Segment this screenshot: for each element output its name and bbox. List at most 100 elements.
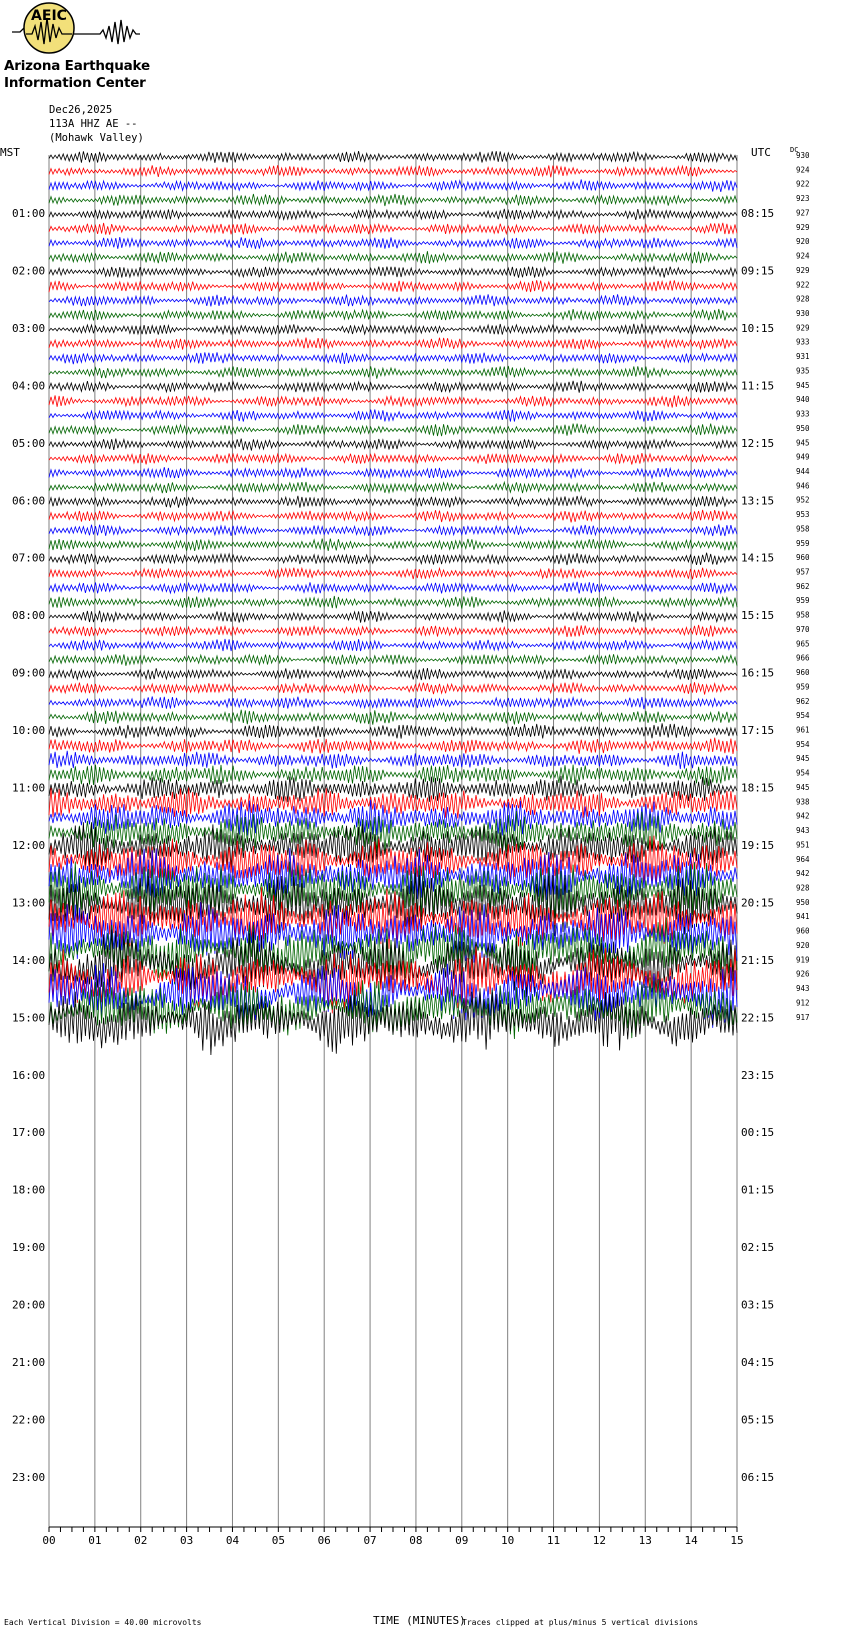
channel-id: 113A HHZ AE -- [49,118,138,130]
dc-offset-label: 926 [796,970,810,979]
x-tick-label: 02 [134,1534,147,1547]
trace-line [48,466,738,480]
mst-hour-label: 12:00 [12,839,45,852]
trace-line [48,151,738,164]
dc-offset-label: 953 [796,510,810,519]
trace-line [48,775,738,803]
mst-hour-label: 01:00 [12,207,45,220]
dc-offset-label: 945 [796,783,810,792]
trace-line [48,810,738,854]
dc-offset-label: 929 [796,223,810,232]
utc-hour-label: 20:15 [741,896,774,909]
dc-offset-label: 928 [796,295,810,304]
dc-offset-label: 938 [796,797,810,806]
dc-offset-label: 922 [796,280,810,289]
svg-text:AEIC: AEIC [31,8,67,24]
seismograph-logo-icon: AEIC [12,2,140,54]
dc-offset-label: 933 [796,410,810,419]
dc-offset-label: 959 [796,539,810,548]
utc-label: UTC [751,146,771,159]
clip-note: Traces clipped at plus/minus 5 vertical … [462,1618,699,1627]
dc-offset-label: 943 [796,984,810,993]
dc-offset-label: 958 [796,524,810,533]
mst-hour-label: 22:00 [12,1413,45,1426]
utc-hour-label: 19:15 [741,839,774,852]
mst-hour-label: 11:00 [12,782,45,795]
trace-line [48,409,738,423]
x-tick-label: 15 [730,1534,743,1547]
dc-label: DC [790,146,798,154]
trace-line [48,308,738,322]
dc-offset-label: 924 [796,165,810,174]
mst-hour-label: 07:00 [12,552,45,565]
dc-offset-label: 960 [796,668,810,677]
x-tick-label: 05 [272,1534,285,1547]
trace-line [48,709,738,725]
dc-offset-label: 954 [796,711,810,720]
x-tick-label: 11 [547,1534,560,1547]
trace-line [48,222,738,236]
utc-hour-label: 11:15 [741,379,774,392]
utc-hour-label: 12:15 [741,437,774,450]
trace-line [48,323,738,336]
dc-offset-label: 957 [796,568,810,577]
trace-line [48,179,738,192]
utc-hour-label: 17:15 [741,724,774,737]
dc-offset-label: 920 [796,237,810,246]
utc-hour-label: 18:15 [741,782,774,795]
dc-offset-labels: 930 924 922 923 927 929 920 924 929 922 928 930 929 9… [796,151,810,1022]
utc-hour-label: 08:15 [741,207,774,220]
dc-offset-label: 928 [796,883,810,892]
dc-offset-label: 924 [796,252,810,261]
trace-line [48,495,738,508]
mst-hour-label: 17:00 [12,1126,45,1139]
dc-offset-label: 954 [796,740,810,749]
dc-offset-label: 919 [796,955,810,964]
record-date: Dec26,2025 [49,104,113,116]
x-tick-label: 14 [685,1534,699,1547]
mst-hour-label: 09:00 [12,667,45,680]
trace-line [48,279,738,293]
utc-hour-label: 10:15 [741,322,774,335]
dc-offset-label: 952 [796,496,810,505]
mst-hour-label: 03:00 [12,322,45,335]
trace-line [48,380,738,394]
mst-hour-label: 21:00 [12,1356,45,1369]
trace-line [48,337,738,351]
mst-hour-label: 23:00 [12,1471,45,1484]
mst-hour-label: 10:00 [12,724,45,737]
trace-line [48,929,738,998]
logo-subtitle: Information Center [4,75,146,91]
dc-offset-label: 935 [796,366,810,375]
mst-label: MST [0,146,20,159]
dc-offset-label: 960 [796,553,810,562]
utc-hour-label: 06:15 [741,1471,774,1484]
mst-hour-label: 16:00 [12,1069,45,1082]
trace-line [48,787,738,819]
trace-line [48,737,738,754]
dc-offset-label: 966 [796,654,810,663]
trace-line [48,624,738,637]
dc-offset-label: 941 [796,912,810,921]
utc-hour-label: 13:15 [741,494,774,507]
dc-offset-label: 940 [796,395,810,404]
dc-offset-label: 912 [796,998,810,1007]
x-tick-label: 13 [639,1534,652,1547]
x-tick-label: 07 [363,1534,376,1547]
trace-line [48,193,738,207]
dc-offset-label: 964 [796,855,810,864]
trace-line [48,988,738,1056]
dc-offset-label: 949 [796,453,810,462]
utc-hour-label: 01:15 [741,1184,774,1197]
dc-offset-label: 942 [796,812,810,821]
dc-offset-label: 951 [796,840,810,849]
trace-line [48,394,738,408]
mst-hour-label: 13:00 [12,896,45,909]
trace-line [48,682,738,695]
x-tick-label: 03 [180,1534,193,1547]
trace-line [48,294,738,307]
x-tick-label: 06 [318,1534,331,1547]
trace-line [48,352,738,365]
trace-line [48,566,738,580]
